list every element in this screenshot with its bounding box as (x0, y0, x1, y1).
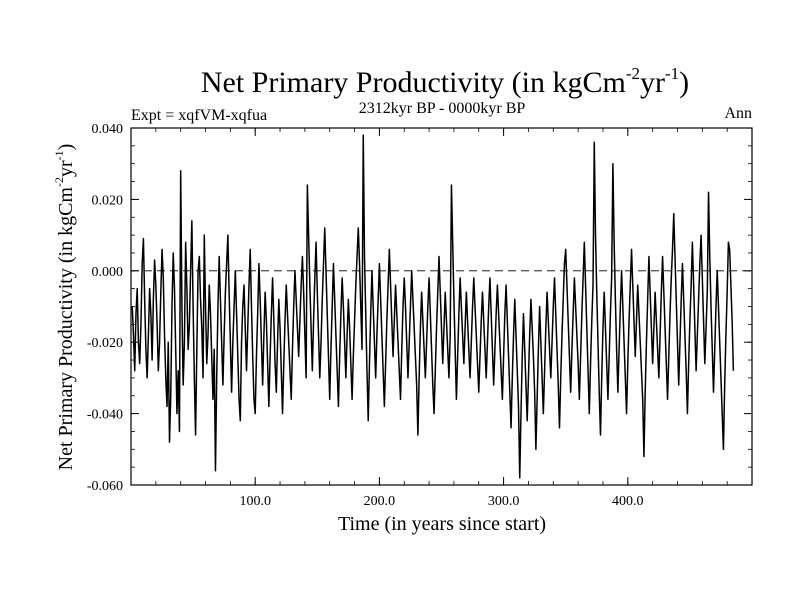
chart-title: Net Primary Productivity (in kgCm-2yr-1) (201, 64, 689, 99)
y-tick-label: -0.020 (87, 336, 123, 351)
x-tick-label: 200.0 (364, 494, 396, 509)
ylabel-end: ) (55, 144, 77, 151)
title-sup1: -2 (626, 64, 640, 83)
ylabel-mid: yr (55, 160, 77, 177)
ylabel-sup1: -2 (52, 177, 66, 187)
x-axis-label: Time (in years since start) (338, 513, 546, 535)
y-tick-label: -0.060 (87, 479, 123, 494)
ylabel-main: Net Primary Productivity (in kgCm (55, 187, 77, 471)
series-group (131, 134, 735, 479)
title-main: Net Primary Productivity (in kgCm (201, 66, 626, 99)
title-end: ) (679, 66, 689, 99)
y-axis-label: Net Primary Productivity (in kgCm-2yr-1) (52, 144, 77, 471)
experiment-label: Expt = xqfVM-xqfua (131, 107, 267, 124)
x-tick-label: 100.0 (239, 494, 271, 509)
plot-frame (130, 127, 753, 486)
period-label: 2312kyr BP - 0000kyr BP (359, 100, 526, 117)
y-tick-label: 0.000 (92, 265, 124, 280)
title-mid: yr (640, 66, 665, 99)
y-tick-label: 0.040 (92, 122, 124, 137)
y-tick-label: 0.020 (92, 193, 124, 208)
title-sup2: -1 (665, 64, 679, 83)
y-tick-label: -0.040 (87, 408, 123, 423)
x-tick-label: 300.0 (488, 494, 520, 509)
series-line-0 (131, 134, 735, 479)
x-tick-label: 400.0 (612, 494, 644, 509)
season-label: Ann (724, 105, 752, 122)
axis-ticks: -0.060 -0.040 -0.020 0.000 0.020 0.040 100.0 20… (87, 122, 752, 509)
ylabel-sup2: -1 (52, 150, 66, 160)
